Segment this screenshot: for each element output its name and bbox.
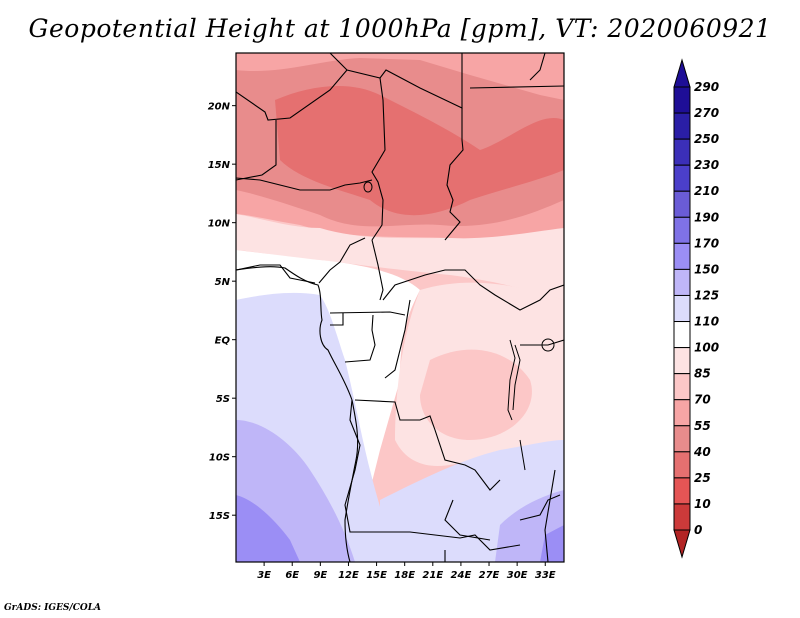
field-band-170 [236,495,300,562]
colorbar-swatch [673,138,691,166]
x-tick-label: 9E [313,570,327,581]
colorbar-label: 70 [694,393,711,407]
x-tick-label: 33E [535,570,556,581]
colorbar-swatch [673,294,691,323]
colorbar-extend-bottom [673,529,691,559]
colorbar-label: 210 [694,184,719,198]
colorbar-label: 85 [694,367,711,381]
x-tick-label: 18E [394,570,415,581]
colorbar-label: 125 [694,288,719,302]
colorbar-label: 40 [693,445,711,459]
y-tick-label: 10N [208,219,231,230]
grads-credit: GrADS: IGES/COLA [4,603,102,613]
y-tick-label: EQ [215,336,231,347]
colorbar-label: 150 [694,262,719,276]
colorbar-label: 290 [694,80,719,94]
colorbar-label: 55 [694,419,711,433]
field-band-100 [236,214,564,300]
colorbar-swatch [673,373,691,401]
colorbar-swatch [673,399,691,427]
colorbar-label: 230 [694,158,719,172]
colorbar-label: 270 [694,106,719,120]
colorbar-swatch [673,112,691,140]
colorbar-label: 170 [694,236,719,250]
x-tick-label: 12E [338,570,359,581]
country-borders [236,53,564,562]
colorbar-label: 250 [694,132,719,146]
colorbar-swatch [673,451,691,479]
chart-title: Geopotential Height at 1000hPa [gpm], VT… [28,14,772,43]
plot-frame [235,52,565,563]
x-tick-label: 15E [366,570,387,581]
colorbar-label: 100 [694,341,719,355]
y-tick-label: 10S [209,453,230,464]
field-band-85b [420,349,532,440]
colorbar-swatch [673,503,691,531]
coastline [236,53,546,562]
contour-field [236,53,564,562]
x-tick-label: 6E [285,570,299,581]
x-tick-label: 30E [507,570,528,581]
x-tick-label: 27E [479,570,500,581]
colorbar-label: 10 [694,497,711,511]
x-tick-label: 24E [451,570,472,581]
colorbar-swatch [673,425,691,453]
colorbar-swatch [673,268,691,296]
lakes [363,181,555,471]
y-axis: 20N 15N 10N 5N EQ 5S 10S 15S [208,102,236,522]
colorbar-label: 0 [694,523,702,537]
colorbar: 2902702502302101901701501251101008570554… [673,58,719,559]
colorbar-swatch [673,321,691,349]
colorbar-extend-top [673,58,691,88]
y-tick-label: 15N [208,160,231,171]
colorbar-swatch [673,86,691,114]
x-tick-label: 3E [257,570,271,581]
y-tick-label: 5N [215,277,231,288]
colorbar-swatch [673,477,691,505]
colorbar-label: 25 [694,471,711,485]
colorbar-label: 190 [694,210,719,224]
colorbar-swatch [673,190,691,218]
field-band-55 [275,85,564,216]
x-axis: 3E 6E 9E 12E 15E 18E 21E 24E 27E 30E 33E [257,562,556,581]
x-tick-label: 21E [422,570,443,581]
colorbar-swatch [673,164,691,192]
colorbar-swatch [673,242,691,270]
y-tick-label: 20N [208,102,231,113]
y-tick-label: 5S [216,394,230,405]
field-band-170b [540,525,564,562]
colorbar-swatch [673,347,691,375]
y-tick-label: 15S [209,511,230,522]
colorbar-label: 110 [694,315,719,329]
colorbar-swatch [673,216,691,244]
